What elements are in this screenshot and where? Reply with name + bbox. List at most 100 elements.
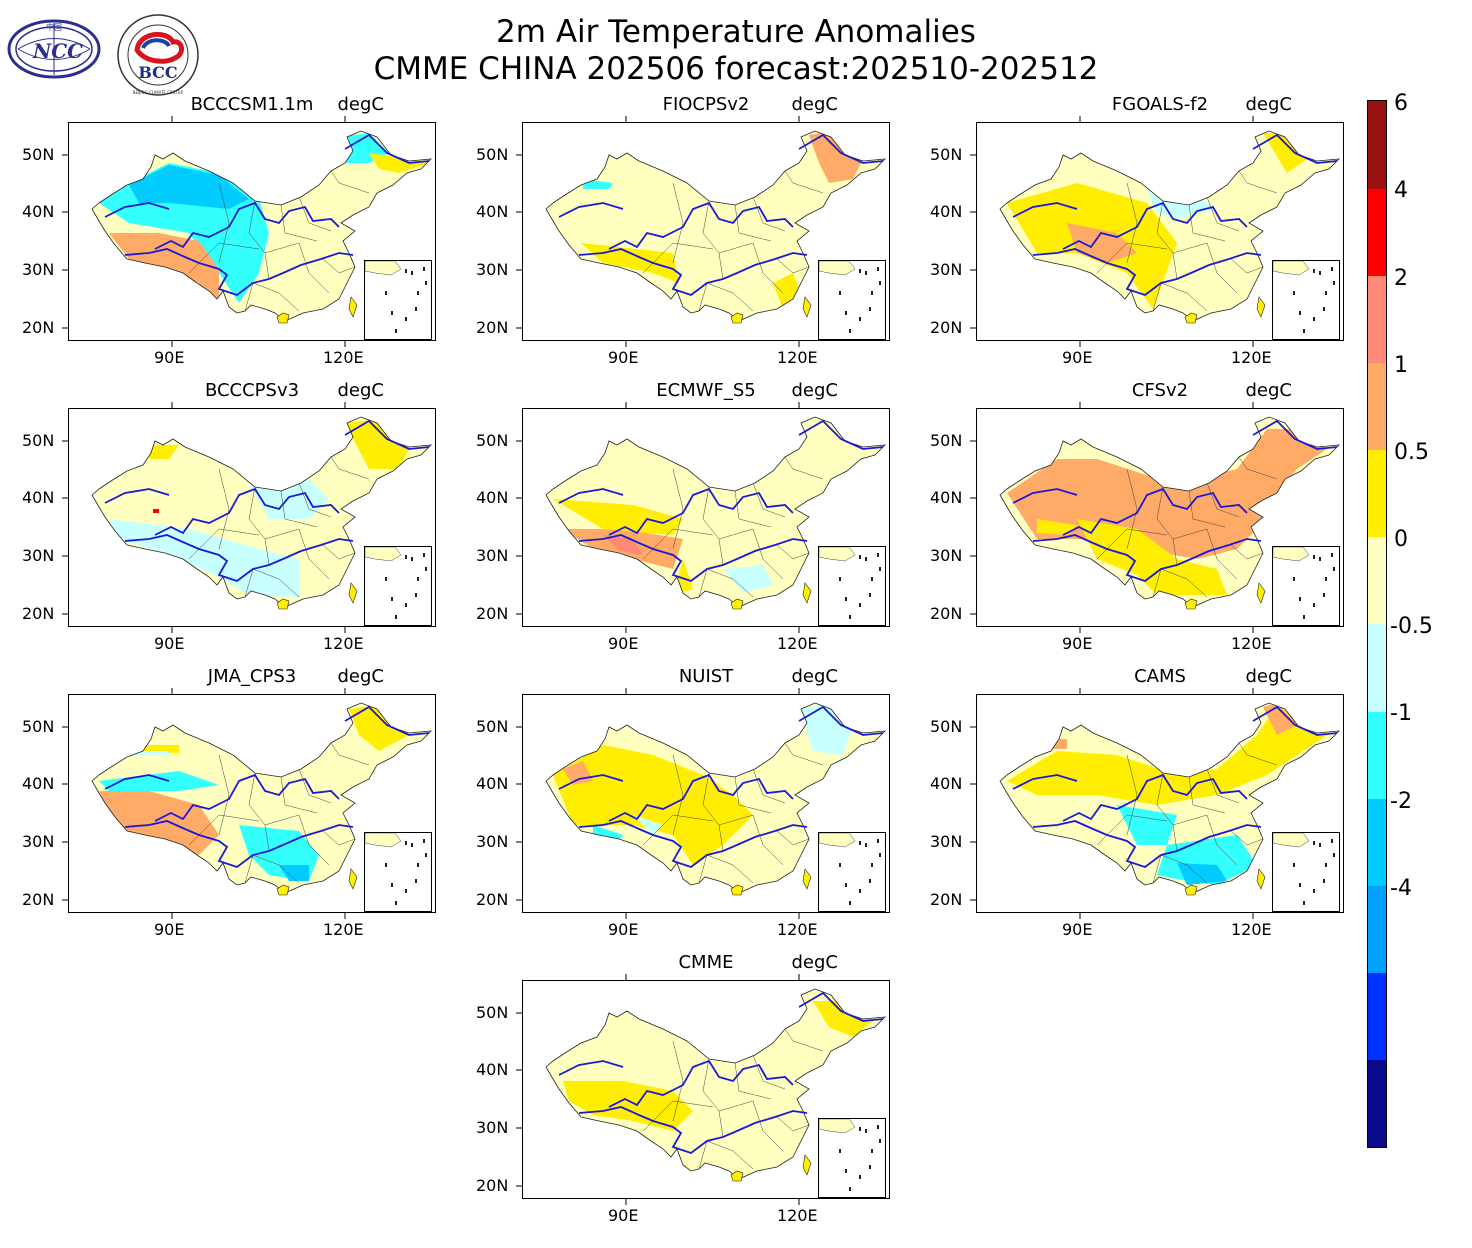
lon-tick-label: 120E bbox=[777, 348, 818, 367]
colorbar-label: -0.5 bbox=[1390, 614, 1433, 640]
colorbar-segment bbox=[1368, 275, 1386, 363]
island-mark bbox=[839, 863, 841, 867]
province-boundary bbox=[698, 568, 754, 598]
inset-map bbox=[1272, 260, 1335, 333]
island-mark bbox=[849, 329, 851, 333]
province-boundary bbox=[1230, 544, 1264, 560]
hainan-island bbox=[276, 884, 290, 896]
province-boundary bbox=[1152, 854, 1208, 884]
island-mark bbox=[879, 1139, 881, 1143]
colorbar-label: 0.5 bbox=[1394, 439, 1429, 465]
china-map bbox=[999, 702, 1341, 896]
island-mark bbox=[869, 879, 871, 883]
island-mark bbox=[1313, 841, 1315, 845]
lon-tick-label: 120E bbox=[777, 920, 818, 939]
lat-tick-label: 20N bbox=[22, 604, 55, 623]
lat-tick-label: 30N bbox=[476, 1118, 509, 1137]
province-boundary bbox=[752, 528, 784, 580]
province-boundary bbox=[672, 468, 684, 550]
map-panel: ECMWF_S5 degC 50N 40N 30N 20N 90E 120E bbox=[454, 380, 890, 653]
island-mark bbox=[391, 311, 393, 315]
province-boundary bbox=[1206, 768, 1240, 804]
island-mark bbox=[1323, 307, 1325, 311]
province-boundary bbox=[784, 742, 824, 766]
anomaly-patch bbox=[279, 865, 309, 881]
lat-tick-label: 20N bbox=[930, 318, 963, 337]
map-panel: CAMS degC 50N 40N 30N 20N 90E 120E bbox=[908, 666, 1344, 939]
province-boundary bbox=[776, 544, 810, 560]
island-mark bbox=[871, 577, 873, 581]
bcc-logo-ring-text: BEIJING CLIMATE CENTER bbox=[133, 90, 184, 95]
taiwan-island bbox=[1256, 868, 1266, 890]
province-boundary bbox=[734, 776, 772, 814]
province-boundary bbox=[734, 1062, 772, 1100]
island-mark bbox=[391, 883, 393, 887]
south-china-sea-inset bbox=[1272, 260, 1340, 340]
anomaly-patch bbox=[109, 519, 299, 597]
anomaly-patch bbox=[129, 165, 249, 209]
island-mark bbox=[871, 1149, 873, 1153]
island-mark bbox=[871, 863, 873, 867]
anomaly-patch bbox=[1037, 519, 1077, 535]
inset-map bbox=[364, 546, 427, 619]
island-mark bbox=[385, 291, 387, 295]
panel-title: JMA_CPS3 bbox=[207, 666, 297, 687]
island-mark bbox=[869, 1165, 871, 1169]
yangtze-river bbox=[124, 534, 354, 583]
panel-title: CFSv2 bbox=[1131, 380, 1189, 401]
island-mark bbox=[1299, 883, 1301, 887]
tarim-river bbox=[104, 202, 170, 218]
island-mark bbox=[1319, 271, 1321, 275]
lat-tick-label: 40N bbox=[476, 1060, 509, 1079]
lat-tick-label: 40N bbox=[22, 202, 55, 221]
northeast-river bbox=[1252, 133, 1338, 164]
yellow-river bbox=[154, 773, 340, 822]
bcc-logo: BCC BEIJING CLIMATE CENTER bbox=[117, 14, 199, 96]
island-mark bbox=[859, 889, 861, 893]
island-mark bbox=[405, 889, 407, 893]
panel-unit: degC bbox=[791, 94, 839, 115]
panel-title: CMME bbox=[678, 952, 734, 973]
island-mark bbox=[423, 839, 425, 843]
country-border bbox=[545, 416, 887, 608]
province-boundary bbox=[280, 490, 318, 528]
island-mark bbox=[415, 593, 417, 597]
lat-tick-label: 40N bbox=[930, 488, 963, 507]
inset-coast bbox=[818, 1118, 856, 1134]
island-mark bbox=[1323, 593, 1325, 597]
lat-tick-label: 50N bbox=[930, 145, 963, 164]
colorbar-segment bbox=[1368, 972, 1386, 1061]
anomaly-patch bbox=[1047, 739, 1067, 749]
colorbar-segment bbox=[1368, 449, 1386, 538]
south-china-sea-inset bbox=[364, 260, 432, 340]
colorbar-label: -4 bbox=[1390, 875, 1412, 901]
panel-title: ECMWF_S5 bbox=[656, 380, 756, 401]
island-mark bbox=[391, 597, 393, 601]
province-boundary bbox=[330, 742, 370, 766]
province-boundary bbox=[1206, 482, 1240, 518]
lat-tick-label: 30N bbox=[930, 260, 963, 279]
province-boundary bbox=[264, 824, 270, 852]
anomaly-patch bbox=[345, 419, 409, 469]
ncc-logo-small-text: 中国 bbox=[46, 22, 62, 32]
island-mark bbox=[1313, 889, 1315, 893]
taiwan-island bbox=[802, 296, 812, 318]
island-mark bbox=[839, 291, 841, 295]
island-mark bbox=[405, 603, 407, 607]
tarim-river bbox=[558, 1060, 624, 1076]
island-mark bbox=[411, 557, 413, 561]
province-boundary bbox=[322, 258, 356, 274]
island-mark bbox=[1303, 901, 1305, 905]
lat-tick-label: 50N bbox=[476, 431, 509, 450]
colorbar-segment bbox=[1368, 101, 1386, 189]
island-mark bbox=[859, 317, 861, 321]
island-mark bbox=[859, 1127, 861, 1131]
yellow-river bbox=[608, 201, 794, 250]
inset-map bbox=[1272, 546, 1335, 619]
island-mark bbox=[877, 267, 879, 271]
island-mark bbox=[1333, 853, 1335, 857]
south-china-sea-inset bbox=[818, 832, 886, 912]
colorbar-label: 1 bbox=[1394, 352, 1408, 378]
island-mark bbox=[425, 567, 427, 571]
chart-subtitle: CMME CHINA 202506 forecast:202510-202512 bbox=[373, 51, 1099, 87]
